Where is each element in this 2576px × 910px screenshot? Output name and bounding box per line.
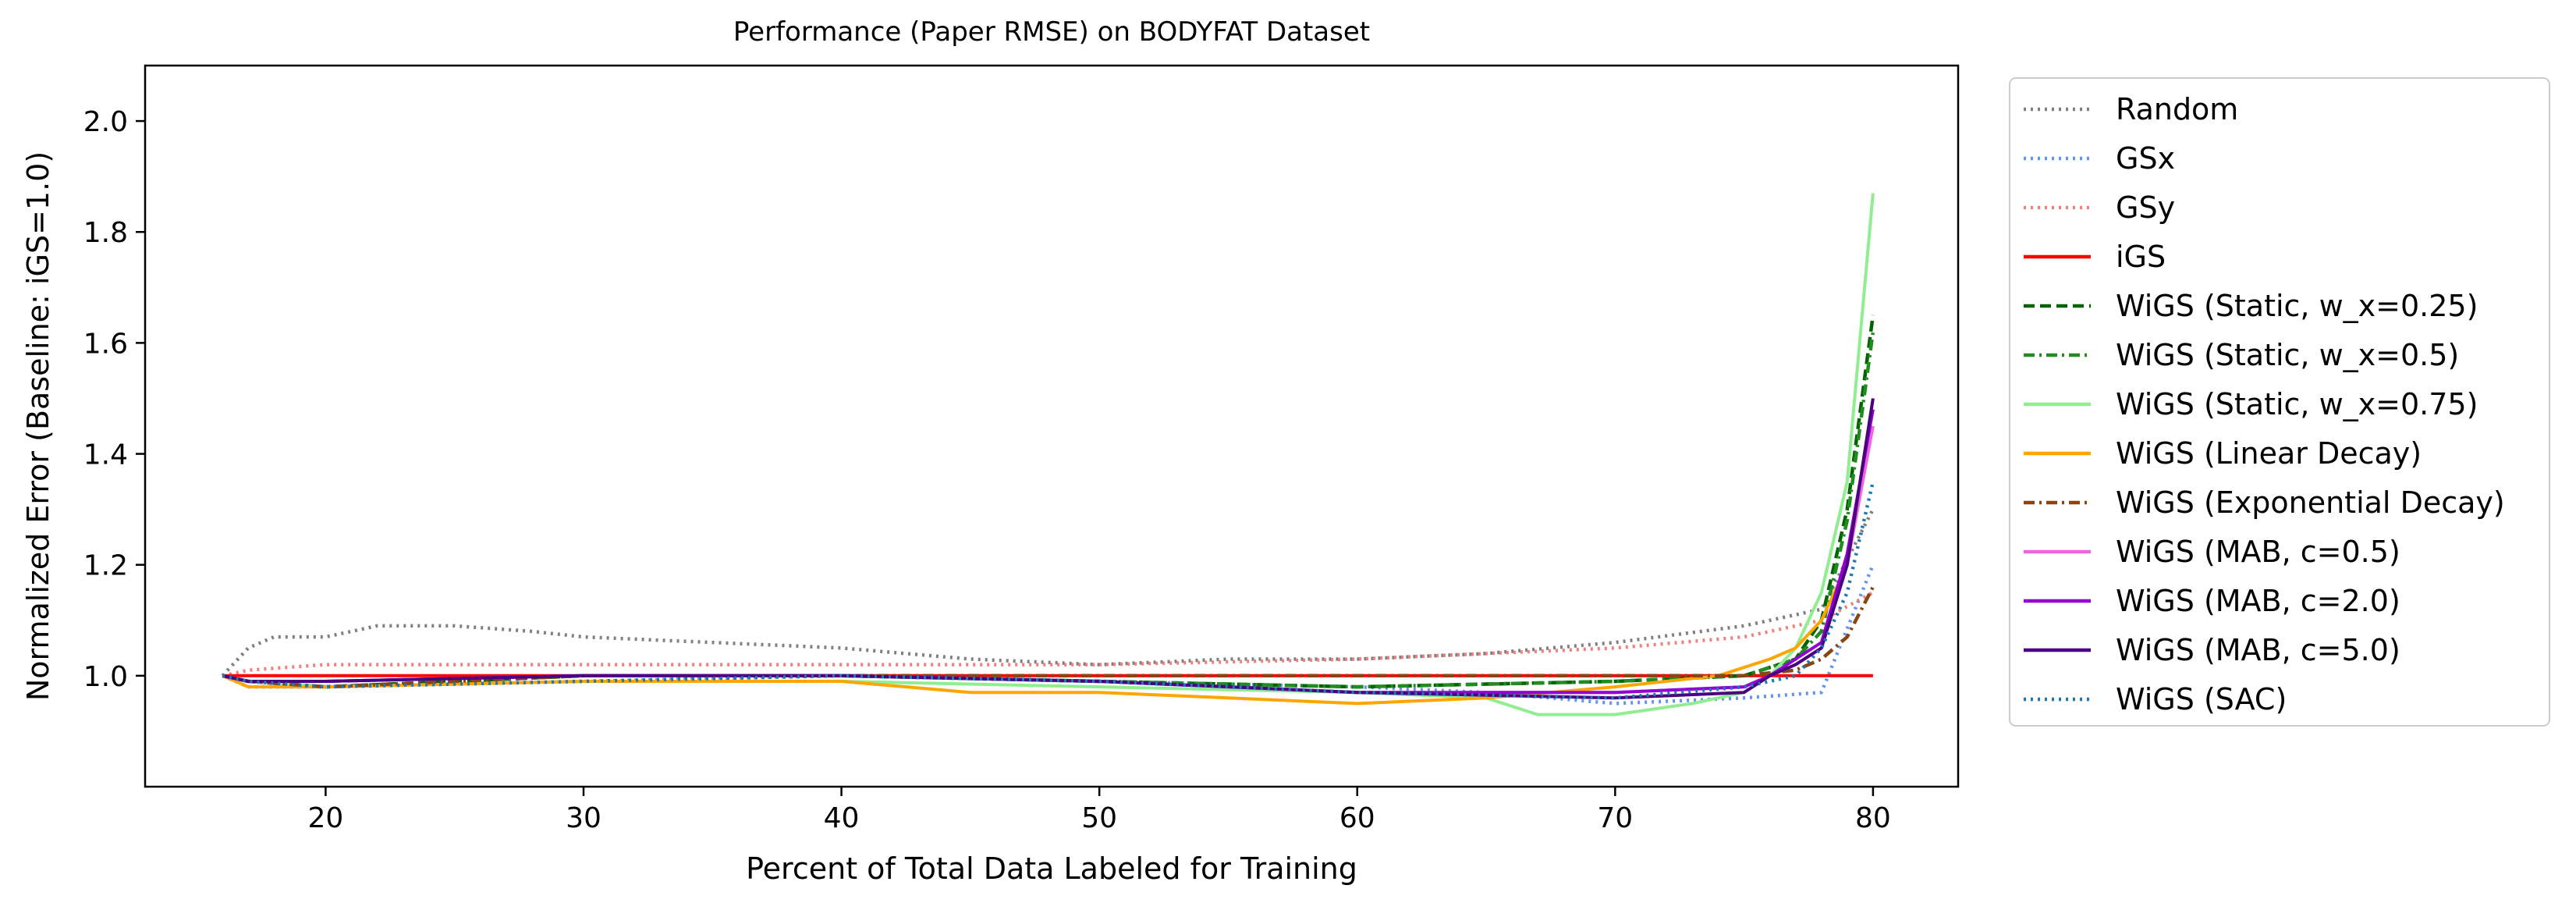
legend-label-2: GSy [2116,190,2175,225]
x-tick-label: 50 [1081,802,1117,834]
legend-label-4: WiGS (Static, w_x=0.25) [2116,289,2478,323]
y-tick-label: 1.0 [83,661,128,693]
x-tick-label: 70 [1597,802,1633,834]
series-line-12 [222,481,1875,700]
y-axis-label: Normalized Error (Baseline: iGS=1.0) [21,151,55,701]
x-axis: 20 30 40 50 60 70 80 [308,787,1891,834]
x-tick-label: 20 [308,802,344,834]
y-tick-label: 1.2 [83,550,128,582]
x-axis-label: Percent of Total Data Labeled for Traini… [746,851,1357,886]
series-line-8 [222,586,1875,689]
plot-area [221,193,1875,716]
series-line-10 [222,409,1875,695]
legend-label-7: WiGS (Linear Decay) [2116,436,2422,471]
y-tick-label: 1.4 [83,439,128,471]
x-tick-label: 40 [824,802,860,834]
legend-label-12: WiGS (SAC) [2116,682,2287,716]
series-line-0 [221,508,1875,677]
chart-title: Performance (Paper RMSE) on BODYFAT Data… [733,16,1370,48]
y-tick-label: 1.6 [83,328,128,360]
series-line-11 [222,398,1875,700]
y-tick-label: 1.8 [83,217,128,249]
series-line-5 [222,331,1875,689]
series-line-7 [222,398,1875,706]
legend: Random GSx GSy iGS WiGS (Static, w_x=0.25) Wi… [2009,77,2550,727]
legend-label-11: WiGS (MAB, c=5.0) [2116,633,2400,667]
x-tick-label: 60 [1339,802,1375,834]
x-tick-label: 30 [566,802,601,834]
legend-label-6: WiGS (Static, w_x=0.75) [2116,387,2478,421]
legend-label-9: WiGS (MAB, c=0.5) [2116,535,2400,569]
legend-label-5: WiGS (Static, w_x=0.5) [2116,338,2459,372]
legend-frame [2009,77,2550,727]
legend-label-8: WiGS (Exponential Decay) [2116,485,2505,520]
legend-label-0: Random [2116,92,2238,126]
plot-frame [144,64,1960,788]
series-line-6 [222,193,1875,716]
x-tick-label: 80 [1855,802,1891,834]
series-line-9 [222,425,1875,695]
series-line-2 [222,591,1874,677]
series-line-4 [222,315,1875,689]
legend-label-3: iGS [2116,240,2166,274]
y-axis: 1.0 1.2 1.4 1.6 1.8 2.0 [83,106,145,693]
legend-label-1: GSx [2116,141,2175,176]
legend-label-10: WiGS (MAB, c=2.0) [2116,584,2400,618]
y-tick-label: 2.0 [83,106,128,138]
